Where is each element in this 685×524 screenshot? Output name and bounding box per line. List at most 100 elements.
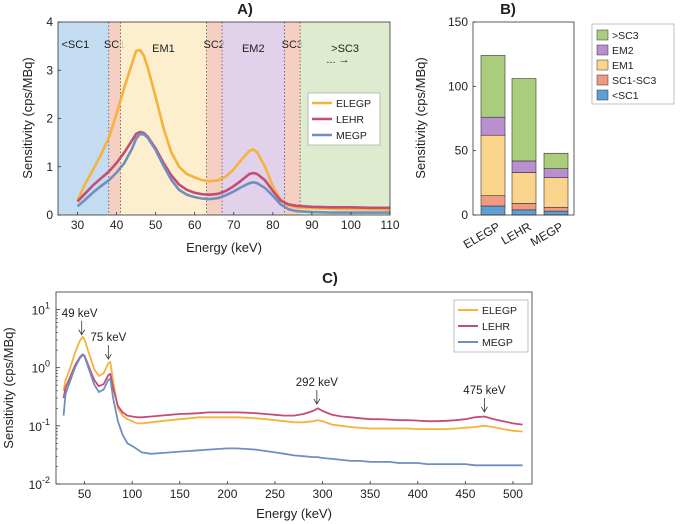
panel-b-category-label: ELEGP (461, 219, 503, 251)
panel-b-legend-label: SC1-SC3 (612, 75, 657, 87)
panel-a-region-label: >SC3 (331, 43, 359, 55)
panel-a-x-tick-label: 70 (227, 218, 241, 232)
panel-c-x-label: Energy (keV) (256, 506, 332, 521)
panel-c-legend-label-lehr: LEHR (482, 321, 510, 333)
panel-c-x-tick-label: 350 (360, 487, 380, 501)
panel-b-bar-elegp (480, 195, 506, 207)
panel-b-bar-elegp (480, 55, 506, 118)
panel-c-y-tick-label: 10-1 (29, 417, 50, 434)
panel-b-y-tick-label: 150 (448, 15, 468, 29)
panel-a-y-tick-label: 2 (46, 112, 53, 126)
panel-a-region-label: SC2 (204, 39, 225, 51)
panel-b-bar-lehr (511, 172, 537, 204)
panel-b-bar-megp (543, 206, 569, 212)
panel-b-y-tick-label: 0 (461, 208, 468, 222)
panel-c-annotation-arrowhead (313, 398, 321, 405)
panel-c-axes-frame (55, 291, 533, 485)
panel-a-x-tick-label: 90 (305, 218, 319, 232)
panel-a-series-megp (76, 132, 390, 214)
panel-a-region-band (58, 22, 109, 215)
panel-b-bar-elegp (480, 116, 506, 136)
panel-b-legend-swatch (596, 44, 609, 56)
panel-c-x-tick-label: 500 (503, 487, 523, 501)
panel-c-legend: ELEGP LEHR MEGP (453, 299, 529, 353)
panel-a-legend-label-megp: MEGP (336, 130, 367, 142)
panel-b-y-tick-label: 50 (455, 144, 469, 158)
panel-c-y-label: Sensitivity (cps/MBq) (1, 327, 16, 448)
panel-c-series-lines (62, 335, 523, 467)
panel-b-legend: >SC3 EM2 EM1 SC1-SC3 <SC1 (591, 23, 675, 105)
panel-a-x-tick-label: 80 (266, 218, 280, 232)
panel-c-x-tick-label: 100 (122, 487, 142, 501)
panel-c-y-tick-label: 101 (32, 301, 50, 318)
panel-c-annotation-label: 49 keV (62, 308, 98, 320)
panel-c-y-tick-base: 10 (29, 478, 43, 492)
panel-a-x-tick-label: 50 (149, 218, 163, 232)
panel-c-annotation-label: 475 keV (463, 385, 506, 397)
panel-b-bar-elegp (480, 205, 506, 216)
panel-b-legend-label: <SC1 (612, 90, 639, 102)
panel-a-series-lehr (76, 130, 390, 210)
panel-c-annotation-arrowhead (78, 329, 86, 336)
panel-c-x-tick-label: 250 (265, 487, 285, 501)
panel-b-bar-megp (543, 210, 569, 216)
panel-a-x-tick-label: 110 (380, 218, 399, 232)
panel-a-y-tick-label: 3 (46, 63, 53, 77)
panel-c-x-tick-label: 50 (78, 487, 92, 501)
panel-c-y-tick-base: 10 (32, 362, 46, 376)
panel-c-x-tick-label: 400 (408, 487, 428, 501)
panel-b-legend-label: >SC3 (612, 30, 639, 42)
panel-c-y-tick-exp: -1 (42, 417, 50, 427)
panel-a-y-label: Sensitivity (cps/MBq) (20, 57, 35, 178)
panel-a-region-band (206, 22, 223, 215)
panel-c-annotation-label: 292 keV (296, 377, 339, 389)
panel-b-bar-megp (543, 177, 569, 208)
panel-c-y-tick-label: 10-2 (29, 475, 50, 492)
panel-c-x-tick-label: 300 (313, 487, 333, 501)
panel-a-x-tick-label: 60 (188, 218, 202, 232)
panel-a-region-label: SC3 (282, 39, 303, 51)
panel-a-x-label: Energy (keV) (186, 240, 262, 255)
panel-b-legend-label: EM1 (612, 60, 634, 72)
panel-c: C) 50 100 150 200 250 300 350 400 450 50010-210-1… (1, 270, 533, 521)
panel-a: A) <SC1 SC1 EM1 SC2 EM2 SC3 >SC3 30 40 50 60 70 80 9… (20, 1, 400, 255)
panel-c-x-tick-label: 150 (170, 487, 190, 501)
panel-b-legend-swatch (596, 59, 609, 71)
panel-c-series-lehr (62, 353, 523, 426)
panel-c-annotation-label: 75 keV (90, 332, 126, 344)
panel-c-legend-label-megp: MEGP (482, 337, 513, 349)
panel-c-y-tick-label: 100 (32, 359, 50, 376)
panel-b-ticks: 0 50 100 150 (448, 15, 476, 222)
panel-a-series-elegp (76, 48, 391, 211)
panel-b-legend-label: EM2 (612, 45, 634, 57)
panel-b-bar-megp (543, 168, 569, 178)
panel-a-region-label: <SC1 (61, 39, 89, 51)
panel-a-legend-label-lehr: LEHR (336, 114, 364, 126)
panel-b-category-label: LEHR (499, 219, 534, 247)
panel-c-x-tick-label: 200 (217, 487, 237, 501)
panel-b-bar-lehr (511, 209, 537, 216)
panel-c-ticks: 50 100 150 200 250 300 350 400 450 50010-210-1100… (29, 301, 524, 501)
panel-a-legend-label-elegp: ELEGP (336, 98, 371, 110)
panel-a-y-tick-label: 1 (46, 160, 53, 174)
panel-c-series-megp (62, 354, 523, 467)
panel-a-ticks: 30 40 50 60 70 80 90 100 110 0 1 2 3 4 (46, 15, 400, 232)
panel-a-y-tick-label: 0 (46, 208, 53, 222)
panel-b-y-tick-label: 100 (448, 79, 468, 93)
panel-b-bar-lehr (511, 203, 537, 211)
panel-b-legend-swatch (596, 89, 609, 101)
panel-b-legend-swatch (596, 74, 609, 86)
panel-b-bar-lehr (511, 160, 537, 173)
panel-b-y-label: Sensitivity (cps/MBq) (413, 57, 428, 178)
panel-a-region-label: EM1 (152, 43, 175, 55)
panel-a-region-label: EM2 (242, 43, 265, 55)
panel-a-region-note: ... → (326, 54, 349, 66)
panel-c-y-tick-base: 10 (29, 420, 43, 434)
panel-b-legend-items: >SC3 EM2 EM1 SC1-SC3 <SC1 (596, 29, 657, 102)
panel-c-y-tick-exp: 0 (45, 359, 50, 369)
panel-b-legend-swatch (596, 29, 609, 41)
panel-c-x-tick-label: 450 (455, 487, 475, 501)
panel-c-y-tick-exp: 1 (45, 301, 50, 311)
panel-c-annotation-arrowhead (105, 353, 112, 360)
